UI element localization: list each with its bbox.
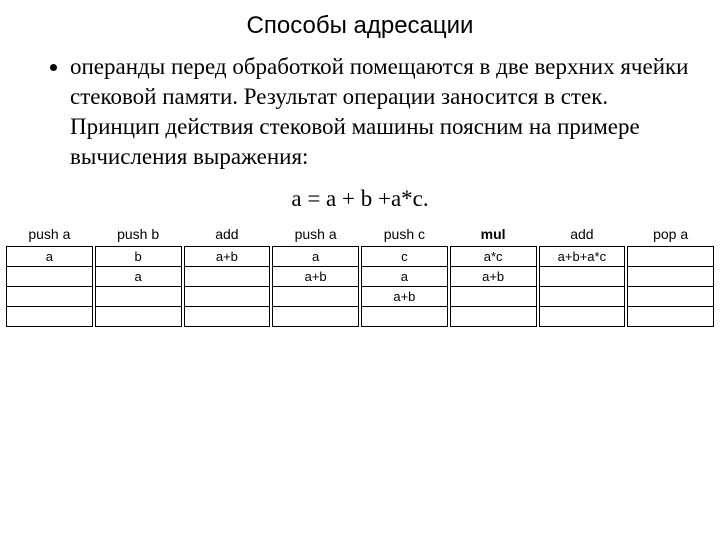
stack-cell bbox=[540, 267, 625, 287]
stack-cell bbox=[7, 287, 92, 307]
stack-cell: a bbox=[362, 267, 447, 287]
expression: а = а + b +а*с. bbox=[30, 186, 690, 212]
stack-column: pop a bbox=[627, 222, 714, 327]
stack-column-body: a+b+a*c bbox=[539, 246, 626, 327]
stack-column: adda+b+a*c bbox=[539, 222, 626, 327]
stack-column-body: a bbox=[6, 246, 93, 327]
stack-column-body: a+b bbox=[184, 246, 271, 327]
stack-cell bbox=[540, 287, 625, 307]
stack-column: mula*ca+b bbox=[450, 222, 537, 327]
stack-column: push aaa+b bbox=[272, 222, 359, 327]
stack-cell bbox=[628, 287, 713, 307]
stack-cell: b bbox=[96, 247, 181, 267]
stack-cell: a*c bbox=[451, 247, 536, 267]
stack-cell bbox=[273, 307, 358, 326]
stack-column-header: push a bbox=[272, 222, 359, 246]
stack-column-body: ba bbox=[95, 246, 182, 327]
stack-cell bbox=[185, 267, 270, 287]
stack-column-header: pop a bbox=[627, 222, 714, 246]
stack-cell: a bbox=[7, 247, 92, 267]
stack-column: adda+b bbox=[184, 222, 271, 327]
stack-cell: a+b bbox=[451, 267, 536, 287]
stack-cell bbox=[273, 287, 358, 307]
stack-column-body: caa+b bbox=[361, 246, 448, 327]
stack-column-body: a*ca+b bbox=[450, 246, 537, 327]
stack-column-header: add bbox=[184, 222, 271, 246]
stack-column-body: aa+b bbox=[272, 246, 359, 327]
stack-column-header: push a bbox=[6, 222, 93, 246]
page-title: Способы адресации bbox=[30, 12, 690, 40]
stack-cell bbox=[185, 307, 270, 326]
stack-table: push aapush bbaadda+bpush aaa+bpush ccaa… bbox=[0, 222, 720, 327]
stack-cell: a+b+a*c bbox=[540, 247, 625, 267]
stack-cell bbox=[96, 287, 181, 307]
stack-cell bbox=[540, 307, 625, 326]
stack-column-header: push c bbox=[361, 222, 448, 246]
stack-cell bbox=[451, 287, 536, 307]
stack-cell: a bbox=[273, 247, 358, 267]
stack-column: push ccaa+b bbox=[361, 222, 448, 327]
stack-column: push aa bbox=[6, 222, 93, 327]
stack-column-header: mul bbox=[450, 222, 537, 246]
stack-column: push bba bbox=[95, 222, 182, 327]
stack-cell bbox=[362, 307, 447, 326]
stack-column-body bbox=[627, 246, 714, 327]
stack-cell: a+b bbox=[185, 247, 270, 267]
stack-cell bbox=[628, 307, 713, 326]
stack-cell bbox=[96, 307, 181, 326]
stack-cell: a+b bbox=[273, 267, 358, 287]
stack-cell bbox=[628, 247, 713, 267]
stack-cell bbox=[628, 267, 713, 287]
bullet-list: операнды перед обработкой помещаются в д… bbox=[30, 52, 690, 172]
stack-cell: a bbox=[96, 267, 181, 287]
stack-cell bbox=[451, 307, 536, 326]
stack-cell bbox=[7, 307, 92, 326]
stack-cell bbox=[185, 287, 270, 307]
stack-cell bbox=[7, 267, 92, 287]
stack-cell: c bbox=[362, 247, 447, 267]
stack-cell: a+b bbox=[362, 287, 447, 307]
stack-column-header: push b bbox=[95, 222, 182, 246]
stack-column-header: add bbox=[539, 222, 626, 246]
bullet-item: операнды перед обработкой помещаются в д… bbox=[70, 52, 690, 172]
